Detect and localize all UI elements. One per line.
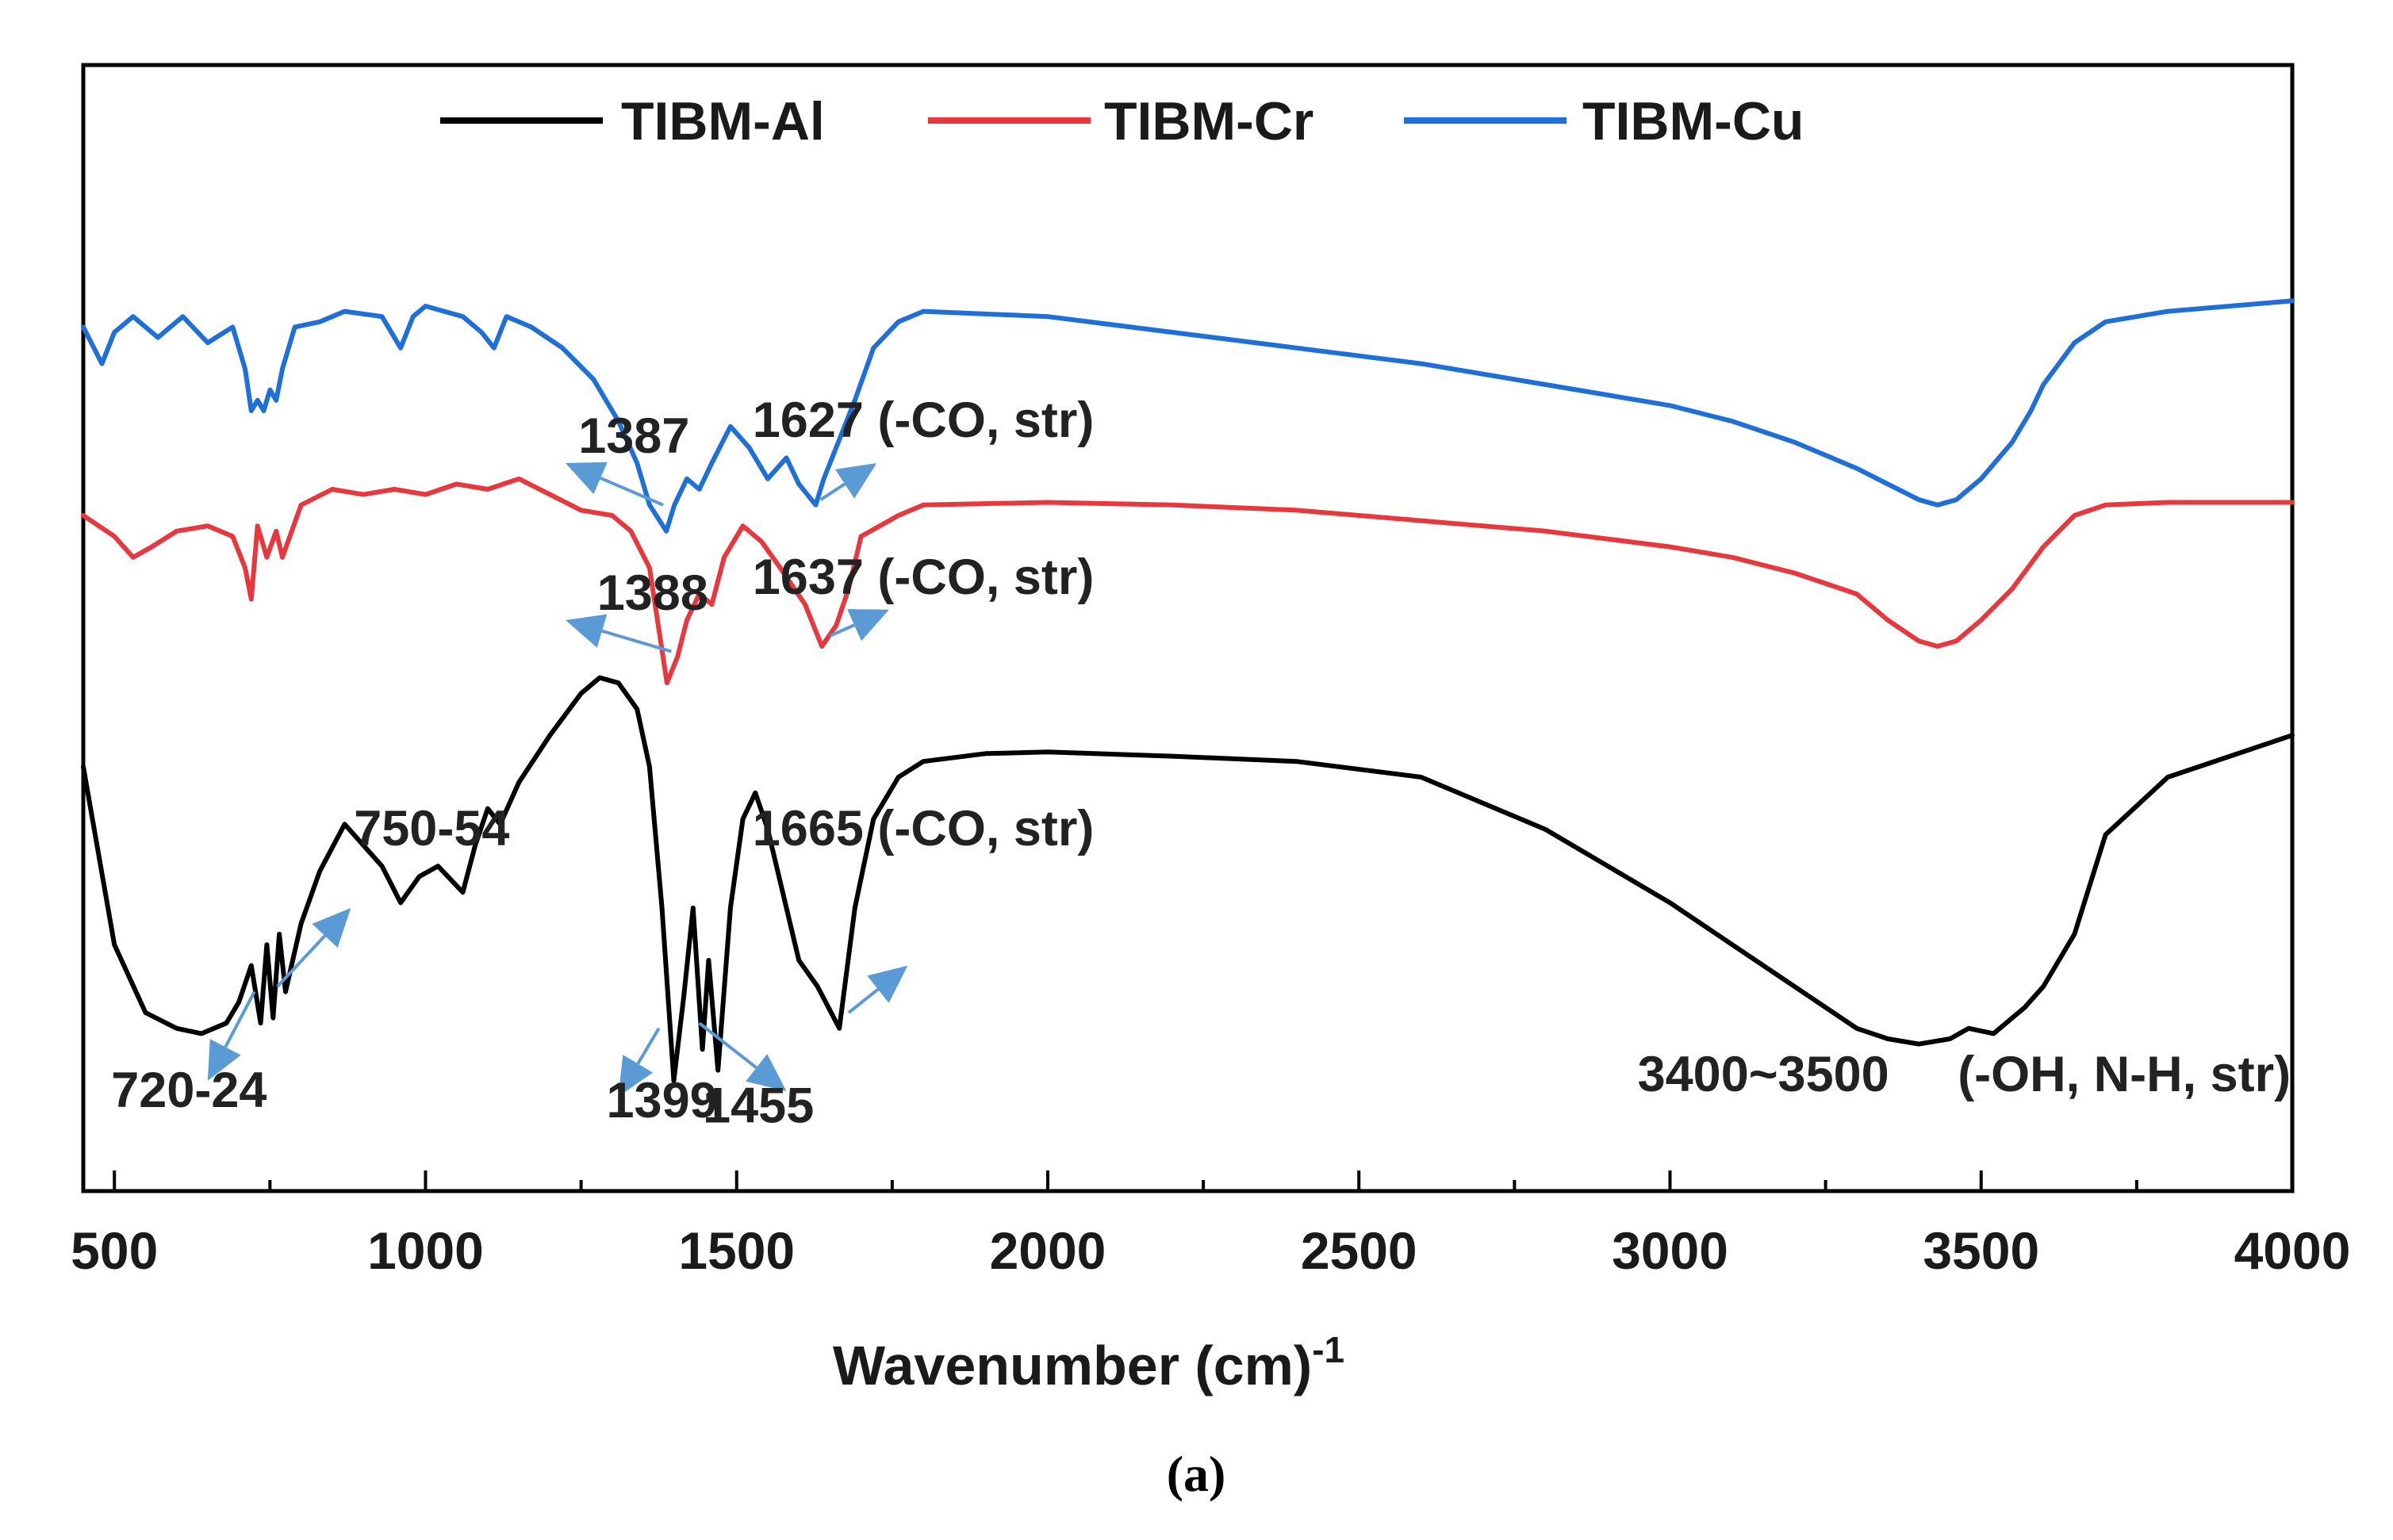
x-tick-label: 500 <box>71 1221 158 1280</box>
peak-arrow-head <box>867 965 908 1003</box>
peak-arrow <box>565 462 664 507</box>
peak-annotation: 1455 <box>703 1078 814 1134</box>
x-tick-label: 1000 <box>367 1221 484 1280</box>
legend-label-al: TIBM-Al <box>621 91 825 151</box>
x-axis-ticks: 500 1000 1500 2000 2500 3000 3500 4000 <box>71 1170 2350 1280</box>
x-tick-label: 2500 <box>1301 1221 1417 1280</box>
peak-arrow-head <box>312 908 351 948</box>
peak-arrow-shaft <box>601 629 672 653</box>
peak-arrow <box>207 990 256 1081</box>
peak-annotation: 1388 <box>597 565 708 621</box>
peak-arrow-shaft <box>698 1021 757 1070</box>
peak-arrow <box>618 1027 661 1097</box>
x-tick-label: 4000 <box>2234 1221 2351 1280</box>
peak-arrow <box>565 614 672 653</box>
peak-arrow-head <box>565 462 608 495</box>
peak-annotation: 1387 <box>578 408 689 464</box>
peak-arrow-shaft <box>636 1027 661 1065</box>
legend: TIBM-Al TIBM-Cr TIBM-Cu <box>440 91 1804 151</box>
legend-label-cr: TIBM-Cr <box>1104 91 1313 151</box>
x-tick-label: 3000 <box>1612 1221 1728 1280</box>
peak-arrow <box>829 609 889 642</box>
peak-annotation: 1627 (-CO, str) <box>753 393 1095 448</box>
series-line-al <box>81 675 2295 1083</box>
legend-label-cu: TIBM-Cu <box>1582 91 1804 151</box>
x-tick-label: 3500 <box>1923 1221 2039 1280</box>
peak-annotation: 750-54 <box>354 801 509 856</box>
spectra <box>81 298 2295 1083</box>
peak-arrow-shaft <box>847 987 880 1014</box>
figure-caption: (a) <box>1167 1446 1226 1502</box>
peak-annotation: 1665 (-CO, str) <box>753 801 1095 856</box>
peak-annotation: 1399 <box>607 1073 718 1128</box>
plot-frame <box>81 63 2295 1193</box>
series-line-cu <box>81 298 2295 534</box>
peak-arrow <box>847 965 908 1014</box>
peak-arrow-head <box>565 614 608 648</box>
peak-arrow-head <box>746 1054 787 1091</box>
peak-arrow-shaft <box>600 477 664 507</box>
peak-arrow-head <box>847 609 889 642</box>
peak-arrow <box>698 1021 787 1091</box>
peak-annotation: 1637 (-CO, str) <box>753 550 1095 605</box>
peak-annotation: 3400~3500 <box>1638 1047 1889 1102</box>
peak-arrow-shaft <box>224 990 256 1048</box>
peak-annotations: 1387 1627 (-CO, str) 1388 1637 (-CO, str) 75… <box>111 393 2291 1134</box>
x-tick-label: 2000 <box>990 1221 1106 1280</box>
x-axis-title-main: Wavenumber (cm) <box>833 1335 1312 1396</box>
peak-arrow-shaft <box>819 482 846 501</box>
x-axis-title-superscript: -1 <box>1312 1329 1344 1370</box>
peak-arrow <box>276 908 351 988</box>
x-axis-title: Wavenumber (cm)-1 <box>833 1329 1344 1396</box>
x-tick-label: 1500 <box>678 1221 795 1280</box>
series-line-cr <box>81 476 2295 686</box>
peak-arrow-head <box>618 1055 654 1097</box>
peak-arrow-head <box>835 463 877 499</box>
peak-arrow-head <box>207 1039 241 1081</box>
peak-arrow <box>819 463 877 501</box>
peak-arrows <box>207 462 908 1097</box>
peak-annotation: (-OH, N-H, str) <box>1958 1047 2291 1102</box>
peak-arrow-shaft <box>829 623 855 638</box>
peak-arrow-shaft <box>276 934 327 988</box>
peak-annotation: 720-24 <box>111 1063 267 1118</box>
